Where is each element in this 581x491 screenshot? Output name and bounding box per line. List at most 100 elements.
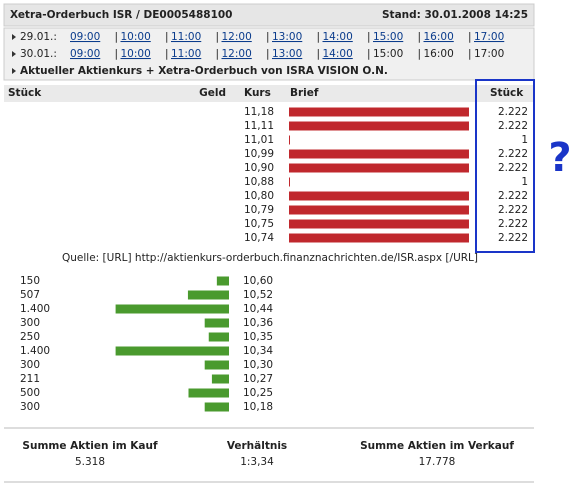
summary-value: 17.778 <box>419 456 456 468</box>
time-label: 16:00 <box>424 48 454 60</box>
bid-bar <box>216 276 229 286</box>
col-stueck: Stück <box>8 87 42 99</box>
summary-label: Summe Aktien im Verkauf <box>360 440 514 452</box>
time-link[interactable]: 11:00 <box>171 31 201 43</box>
bid-stueck: 500 <box>20 387 40 399</box>
ask-kurs: 11,11 <box>244 120 274 132</box>
bid-stueck: 1.400 <box>20 345 50 357</box>
ask-stueck: 2.222 <box>498 120 528 132</box>
separator: | <box>165 31 169 43</box>
ask-kurs: 10,75 <box>244 218 274 230</box>
bid-kurs: 10,30 <box>243 359 273 371</box>
column-header-bar <box>4 85 534 102</box>
time-link[interactable]: 09:00 <box>70 48 100 60</box>
ask-stueck: 2.222 <box>498 190 528 202</box>
separator: | <box>468 48 472 60</box>
bid-stueck: 507 <box>20 289 40 301</box>
summary-value: 1:3,34 <box>240 456 274 468</box>
annotation: ? <box>548 135 571 181</box>
summary-label: Verhältnis <box>227 440 287 452</box>
highlight-box <box>475 79 535 253</box>
ask-kurs: 11,01 <box>244 134 274 146</box>
bid-kurs: 10,34 <box>243 345 273 357</box>
ask-stueck: 2.222 <box>498 148 528 160</box>
col-brief: Brief <box>290 87 319 99</box>
source: Quelle: [URL] http://aktienkurs-orderbuc… <box>62 252 478 264</box>
time-link[interactable]: 09:00 <box>70 31 100 43</box>
time-label: 15:00 <box>373 48 403 60</box>
bid-kurs: 10,35 <box>243 331 273 343</box>
ask-bar <box>289 163 469 173</box>
separator: | <box>266 31 270 43</box>
separator: | <box>115 31 119 43</box>
bid-stueck: 300 <box>20 359 40 371</box>
bid-bar <box>187 290 229 300</box>
time-label: 17:00 <box>474 48 504 60</box>
arrow-icon <box>12 51 16 57</box>
bid-kurs: 10,18 <box>243 401 273 413</box>
bid-bar <box>204 318 229 328</box>
time-link[interactable]: 13:00 <box>272 31 302 43</box>
bid-stueck: 211 <box>20 373 40 385</box>
time-link[interactable]: 16:00 <box>424 31 454 43</box>
time-link[interactable]: 10:00 <box>121 31 151 43</box>
session-date: 29.01.: <box>20 31 57 43</box>
ask-stueck: 1 <box>521 176 528 188</box>
ask-bar <box>289 121 469 131</box>
bid-stueck: 300 <box>20 317 40 329</box>
header-bar <box>3 3 535 27</box>
ask-bar <box>289 107 469 117</box>
ask-kurs: 10,79 <box>244 204 274 216</box>
bid-bar <box>211 374 229 384</box>
bid-bar <box>115 346 229 356</box>
ask-stueck: 2.222 <box>498 204 528 216</box>
time-link[interactable]: 14:00 <box>323 31 353 43</box>
time-link[interactable]: 14:00 <box>323 48 353 60</box>
bid-kurs: 10,27 <box>243 373 273 385</box>
bid-bar <box>204 360 229 370</box>
bid-bar <box>188 388 229 398</box>
section-title: Aktueller Aktienkurs + Xetra-Orderbuch v… <box>20 65 388 77</box>
ask-bar <box>289 219 469 229</box>
ask-bar <box>289 149 469 159</box>
time-link[interactable]: 12:00 <box>222 48 252 60</box>
ask-bar <box>289 135 290 145</box>
time-link[interactable]: 13:00 <box>272 48 302 60</box>
col-kurs: Kurs <box>244 87 271 99</box>
arrow-icon <box>12 68 16 74</box>
time-link[interactable]: 11:00 <box>171 48 201 60</box>
separator: | <box>115 48 119 60</box>
col-geld: Geld <box>199 87 226 99</box>
time-link[interactable]: 17:00 <box>474 31 504 43</box>
ask-bar <box>289 191 469 201</box>
separator: | <box>317 31 321 43</box>
bid-stueck: 1.400 <box>20 303 50 315</box>
session-date: 30.01.: <box>20 48 57 60</box>
bid-stueck: 150 <box>20 275 40 287</box>
bid-kurs: 10,36 <box>243 317 273 329</box>
summary-label: Summe Aktien im Kauf <box>22 440 158 452</box>
ask-stueck: 2.222 <box>498 162 528 174</box>
separator: | <box>367 31 371 43</box>
ask-stueck: 2.222 <box>498 218 528 230</box>
time-link[interactable]: 12:00 <box>222 31 252 43</box>
header-title: Xetra-Orderbuch ISR / DE0005488100 <box>10 9 233 21</box>
separator: | <box>165 48 169 60</box>
ask-bar <box>289 205 469 215</box>
bid-kurs: 10,44 <box>243 303 273 315</box>
ask-kurs: 10,80 <box>244 190 274 202</box>
ask-kurs: 10,99 <box>244 148 274 160</box>
bid-bar <box>208 332 229 342</box>
separator: | <box>468 31 472 43</box>
arrow-icon <box>12 34 16 40</box>
separator: | <box>367 48 371 60</box>
bid-stueck: 300 <box>20 401 40 413</box>
time-link[interactable]: 15:00 <box>373 31 403 43</box>
separator: | <box>216 31 220 43</box>
time-link[interactable]: 10:00 <box>121 48 151 60</box>
session-box <box>3 27 535 81</box>
ask-kurs: 10,88 <box>244 176 274 188</box>
bid-kurs: 10,25 <box>243 387 273 399</box>
